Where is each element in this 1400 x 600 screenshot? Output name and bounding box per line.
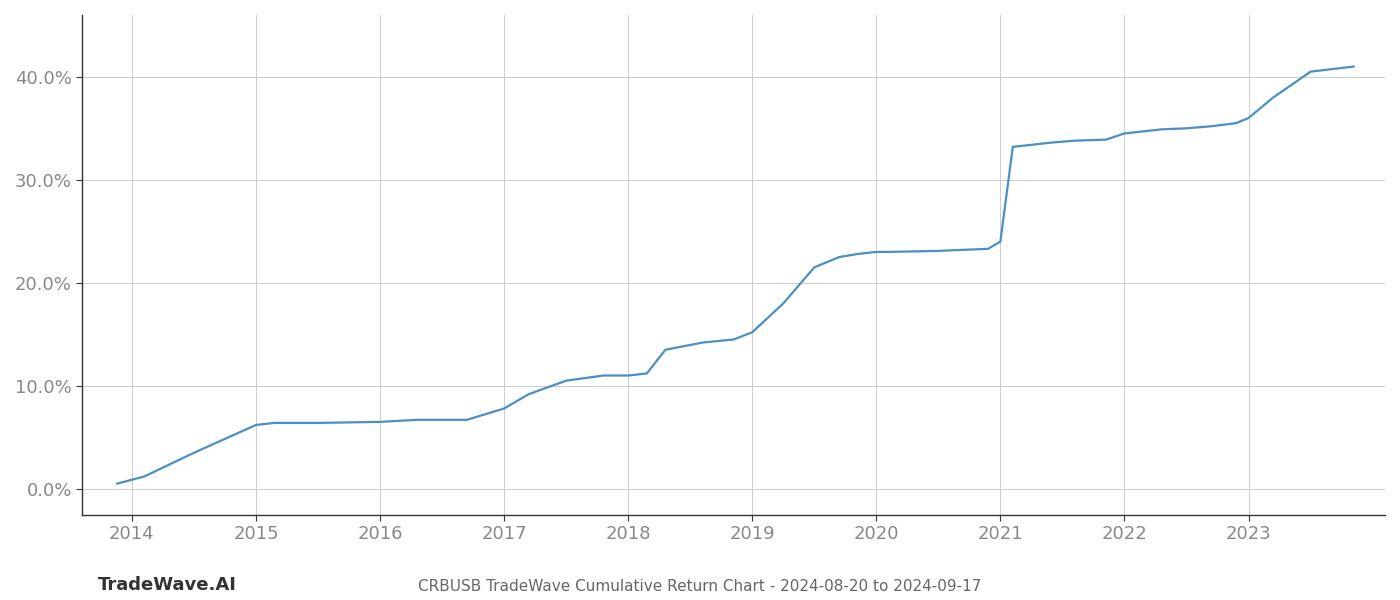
Text: CRBUSB TradeWave Cumulative Return Chart - 2024-08-20 to 2024-09-17: CRBUSB TradeWave Cumulative Return Chart… [419,579,981,594]
Text: TradeWave.AI: TradeWave.AI [98,576,237,594]
